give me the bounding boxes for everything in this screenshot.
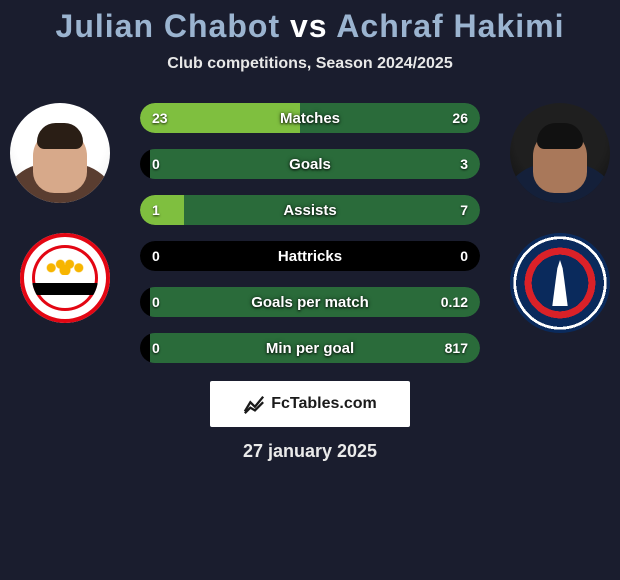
player1-club-badge — [20, 233, 110, 323]
player2-club-badge — [510, 233, 610, 333]
title-vs: vs — [290, 8, 328, 44]
avatar-head — [533, 129, 587, 193]
player1-avatar — [10, 103, 110, 203]
stat-left-fill — [140, 287, 150, 317]
stat-row: Hattricks00 — [140, 241, 480, 271]
comparison-card: Julian Chabot vs Achraf Hakimi Club comp… — [0, 0, 620, 462]
stat-left-fill — [140, 333, 150, 363]
vfb-badge-inner — [32, 245, 98, 311]
stat-left-fill — [140, 103, 300, 133]
brand-logo: FcTables.com — [210, 381, 410, 427]
psg-eiffel-icon — [549, 260, 571, 306]
stat-right-fill — [150, 287, 480, 317]
stats-area: Matches2326 Goals03 Assists17 Hattricks00 Go… — [0, 103, 620, 363]
title-player1: Julian Chabot — [56, 8, 281, 44]
stat-row: Goals per match00.12 — [140, 287, 480, 317]
player2-avatar — [510, 103, 610, 203]
subtitle: Club competitions, Season 2024/2025 — [0, 55, 620, 73]
stat-row: Matches2326 — [140, 103, 480, 133]
stat-right-fill — [184, 195, 480, 225]
page-title: Julian Chabot vs Achraf Hakimi — [0, 8, 620, 45]
avatar-head — [33, 129, 87, 193]
stat-right-fill — [300, 103, 480, 133]
stat-left-fill — [140, 149, 150, 179]
chart-icon — [243, 393, 265, 415]
stat-row: Min per goal0817 — [140, 333, 480, 363]
stat-right-fill — [150, 149, 480, 179]
stat-right-fill — [150, 333, 480, 363]
stat-bars: Matches2326 Goals03 Assists17 Hattricks00 Go… — [140, 103, 480, 363]
stat-left-fill — [140, 241, 310, 271]
brand-text: FcTables.com — [271, 395, 377, 413]
stat-right-fill — [310, 241, 480, 271]
date-text: 27 january 2025 — [0, 441, 620, 462]
stat-row: Assists17 — [140, 195, 480, 225]
title-player2: Achraf Hakimi — [336, 8, 564, 44]
stat-left-fill — [140, 195, 184, 225]
stat-row: Goals03 — [140, 149, 480, 179]
